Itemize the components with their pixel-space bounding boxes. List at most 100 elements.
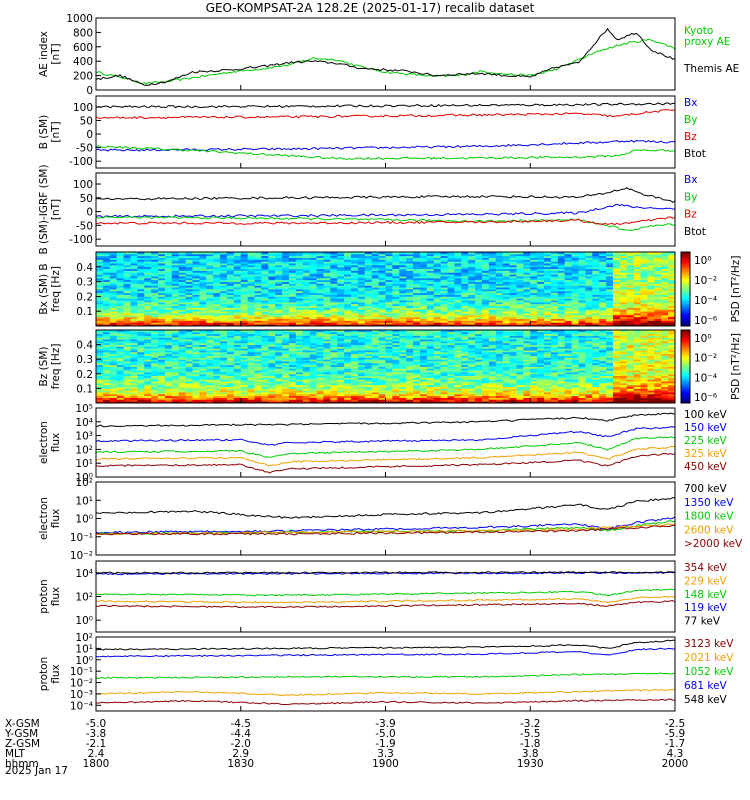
spectrogram-cell [413,290,421,294]
spectrogram-cell [433,294,442,297]
spectrogram-cell [612,300,621,303]
spectrogram-cell [282,290,290,294]
spectrogram-cell [275,355,283,358]
spectrogram-cell [282,393,290,397]
spectrogram-cell [633,289,641,292]
spectrogram-cell [357,268,366,271]
spectrogram-cell [309,261,317,264]
spectrogram-cell [178,311,186,314]
spectrogram-cell [171,331,180,335]
spectrogram-cell [295,268,304,271]
spectrogram-cell [564,276,572,279]
spectrogram-cell [495,255,504,258]
spectrogram-cell [144,290,152,294]
spectrogram-cell [302,395,311,398]
spectrogram-cell [440,274,448,277]
spectrogram-cell [309,371,317,375]
spectrogram-cell [668,309,676,312]
spectrogram-cell [302,366,311,369]
spectrogram-cell [164,268,173,271]
spectrogram-cell [144,272,152,275]
spectrogram-cell [164,382,173,386]
spectrogram-cell [516,322,524,325]
spectrogram-cell [247,318,255,321]
spectrogram-cell [564,281,572,284]
spectrogram-cell [192,322,200,325]
spectrogram-cell [302,379,311,382]
spectrogram-cell [433,283,442,286]
spectrogram-cell [213,346,221,349]
spectrogram-cell [661,259,669,262]
spectrogram-cell [351,300,359,303]
spectrogram-cell [102,377,111,380]
spectrogram-cell [226,364,235,367]
spectrogram-cell [357,313,366,316]
spectrogram-cell [213,393,221,397]
spectrogram-cell [295,397,304,400]
spectrogram-cell [302,324,311,327]
spectrogram-cell [454,320,462,323]
spectrogram-cell [612,263,621,266]
spectrogram-cell [585,301,593,305]
spectrogram-cell [192,266,200,270]
spectrogram-cell [419,298,428,301]
spectrogram-cell [323,274,331,277]
spectrogram-cell [295,314,304,318]
spectrogram-cell [289,377,297,380]
spectrogram-cell [116,261,124,264]
spectrogram-cell [233,276,242,279]
spectrogram-cell [295,283,304,286]
spectrogram-cell [254,268,262,271]
spectrogram-cell [447,270,455,273]
spectrogram-cell [116,274,124,277]
spectrogram-cell [433,255,442,258]
spectrogram-cell [199,277,207,281]
spectrogram-cell [185,290,193,294]
spectrogram-cell [364,303,373,307]
spectrogram-cell [378,318,386,321]
spectrogram-cell [302,368,311,371]
spectrogram-cell [137,322,145,325]
spectrogram-cell [254,368,262,371]
spectrogram-cell [530,305,538,308]
spectrogram-cell [185,300,193,303]
spectrogram-cell [206,344,214,347]
spectrogram-cell [323,368,331,371]
spectrogram-cell [185,392,193,395]
spectrogram-cell [557,279,566,282]
spectrogram-cell [578,294,586,297]
spectrogram-cell [433,276,442,279]
spectrogram-cell [226,351,235,355]
spectrogram-cell [178,257,186,260]
spectrogram-cell [282,311,290,314]
spectrogram-cell [275,346,283,349]
spectrogram-cell [178,339,186,342]
spectrogram-cell [351,311,359,314]
spectrogram-cell [668,257,676,260]
spectrogram-cell [323,399,331,402]
spectrogram-cell [530,324,538,327]
spectrogram-cell [109,379,118,382]
spectrogram-cell [102,344,111,347]
spectrogram-cell [337,362,345,366]
spectrogram-cell [192,331,200,335]
spectrogram-cell [578,263,586,266]
spectrogram-cell [640,263,648,266]
spectrogram-cell [109,330,118,333]
spectrogram-cell [399,252,407,255]
spectrogram-cell [647,287,655,290]
spectrogram-cell [220,274,228,277]
spectrogram-cell [233,314,242,318]
spectrogram-cell [599,263,607,266]
spectrogram-cell [206,346,214,349]
spectrogram-cell [392,259,400,262]
spectrogram-cell [206,292,214,295]
spectrogram-cell [275,287,283,290]
spectrogram-cell [323,384,331,387]
spectrogram-cell [550,274,559,277]
spectrogram-cell [240,339,249,342]
spectrogram-cell [268,379,276,382]
spectrogram-cell [102,395,111,398]
spectrogram-cell [316,330,324,333]
spectrogram-cell [482,283,490,286]
